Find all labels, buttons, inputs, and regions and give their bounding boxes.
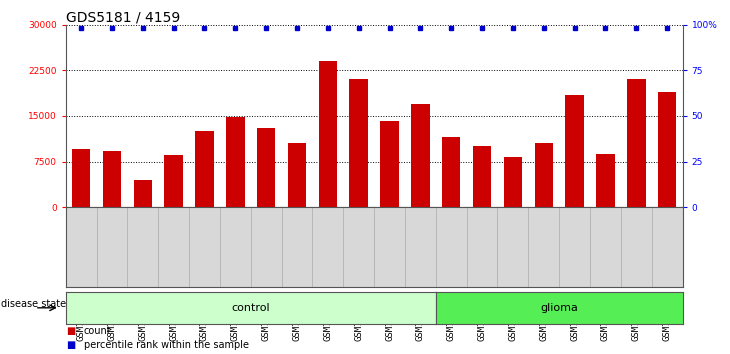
Bar	[318, 61, 337, 207]
Bar	[565, 95, 584, 207]
Bar	[442, 137, 461, 207]
Bar	[350, 79, 368, 207]
Bar	[195, 131, 214, 207]
Bar	[596, 154, 615, 207]
Text: glioma: glioma	[540, 303, 578, 313]
Bar	[134, 180, 152, 207]
Bar	[257, 128, 275, 207]
Bar	[103, 151, 121, 207]
Bar	[72, 149, 91, 207]
Text: count: count	[84, 326, 112, 336]
Bar	[627, 79, 645, 207]
Bar	[534, 143, 553, 207]
Text: disease state: disease state	[1, 299, 66, 309]
Bar	[380, 121, 399, 207]
Text: ■: ■	[66, 340, 75, 350]
Bar	[658, 92, 677, 207]
Text: ■: ■	[66, 326, 75, 336]
Bar	[288, 143, 307, 207]
Text: percentile rank within the sample: percentile rank within the sample	[84, 340, 249, 350]
Bar	[473, 146, 491, 207]
Bar	[226, 117, 245, 207]
Bar	[411, 104, 430, 207]
Bar	[504, 157, 522, 207]
Text: GDS5181 / 4159: GDS5181 / 4159	[66, 11, 180, 25]
Text: control: control	[231, 303, 270, 313]
Bar	[164, 155, 183, 207]
